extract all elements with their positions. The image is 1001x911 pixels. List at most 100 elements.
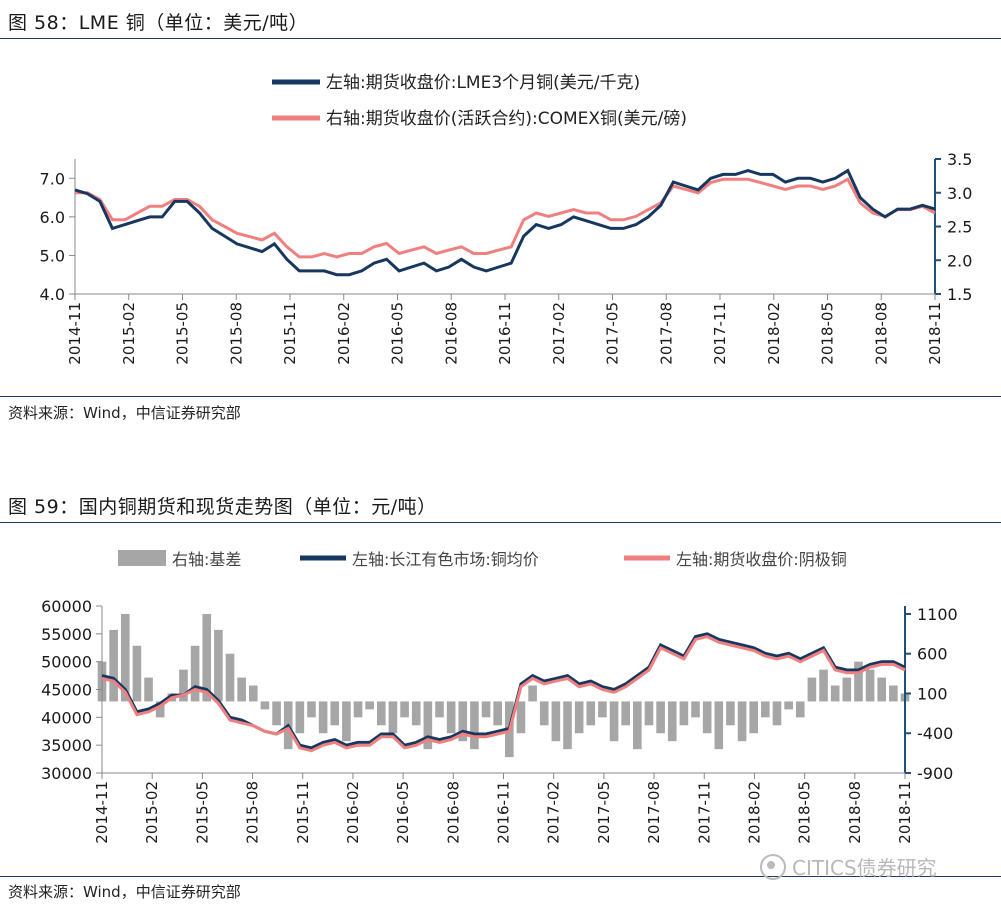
basis-bar bbox=[854, 661, 863, 702]
basis-bar bbox=[458, 701, 468, 742]
y-right-tick-label: 1.5 bbox=[947, 285, 972, 304]
y-right-tick-label: 1100 bbox=[917, 605, 958, 624]
basis-bar bbox=[400, 701, 409, 718]
basis-bar bbox=[260, 701, 270, 710]
y-left-tick-label: 5.0 bbox=[40, 246, 65, 265]
x-tick-label: 2016-11 bbox=[496, 302, 514, 365]
basis-bar bbox=[598, 701, 607, 718]
x-tick-label: 2018-05 bbox=[819, 302, 837, 365]
basis-bar bbox=[691, 701, 700, 718]
basis-bar bbox=[342, 701, 351, 742]
basis-bar bbox=[272, 701, 281, 726]
figure-59-title-rule bbox=[0, 522, 1001, 523]
legend-comex-label: 右轴:期货收盘价(活跃合约):COMEX铜(美元/磅) bbox=[326, 109, 687, 129]
x-tick-label: 2018-02 bbox=[745, 781, 763, 844]
basis-bar bbox=[120, 613, 130, 702]
basis-bar bbox=[807, 677, 817, 702]
basis-bar bbox=[225, 653, 235, 702]
x-tick-label: 2015-11 bbox=[294, 781, 312, 844]
basis-bar bbox=[830, 685, 840, 702]
basis-bar bbox=[819, 669, 828, 702]
legend-spot-label: 左轴:长江有色市场:铜均价 bbox=[352, 550, 539, 569]
basis-bar bbox=[411, 701, 421, 726]
x-tick-label: 2015-08 bbox=[227, 302, 245, 365]
chart1-tick-labels: 4.0 5.0 6.0 7.0 1.5 2.0 2.5 3.0 3.5 2014-11 2015-0… bbox=[40, 150, 973, 365]
x-tick-label: 2016-08 bbox=[444, 781, 462, 844]
y-right-tick-label: 2.5 bbox=[947, 218, 972, 237]
basis-bar bbox=[435, 701, 444, 718]
basis-bar bbox=[551, 701, 561, 742]
basis-bar bbox=[633, 701, 642, 750]
x-tick-label: 2015-02 bbox=[143, 781, 161, 844]
basis-bar bbox=[749, 701, 759, 734]
basis-bar bbox=[144, 677, 153, 702]
basis-bar bbox=[737, 701, 747, 742]
x-tick-label: 2014-11 bbox=[66, 302, 84, 365]
basis-bar bbox=[353, 701, 363, 718]
basis-bar bbox=[761, 701, 770, 718]
basis-bar bbox=[516, 701, 526, 734]
watermark-text: CITICS债券研究 bbox=[792, 856, 937, 880]
basis-bar bbox=[155, 701, 165, 718]
lme-copper-chart: 左轴:期货收盘价:LME3个月铜(美元/千克) 右轴:期货收盘价(活跃合约):C… bbox=[40, 73, 973, 365]
x-tick-label: 2017-11 bbox=[711, 302, 729, 365]
basis-bar bbox=[179, 669, 188, 702]
figure-58-bottom-rule bbox=[0, 396, 1001, 397]
basis-bar bbox=[202, 613, 212, 702]
y-left-tick-label: 7.0 bbox=[40, 169, 65, 188]
x-tick-label: 2018-05 bbox=[796, 781, 814, 844]
y-right-tick-label: -900 bbox=[917, 764, 953, 783]
chart2-tick-labels: 30000 35000 40000 45000 50000 55000 60000 -900 -… bbox=[41, 597, 958, 844]
x-tick-label: 2016-08 bbox=[442, 302, 460, 365]
basis-bar bbox=[702, 701, 712, 734]
chart1-axes bbox=[69, 158, 941, 300]
legend-lme-label: 左轴:期货收盘价:LME3个月铜(美元/千克) bbox=[326, 73, 640, 93]
basis-bar bbox=[318, 701, 328, 734]
basis-bar bbox=[330, 701, 340, 726]
x-tick-label: 2017-05 bbox=[595, 781, 613, 844]
basis-bar bbox=[656, 701, 665, 734]
y-right-tick-label: 2.0 bbox=[947, 251, 972, 270]
x-tick-label: 2014-11 bbox=[93, 781, 111, 844]
chart2-axes bbox=[96, 605, 911, 779]
y-left-tick-label: 40000 bbox=[41, 708, 92, 727]
basis-bar bbox=[563, 701, 572, 750]
basis-bar bbox=[726, 701, 735, 726]
y-left-tick-label: 45000 bbox=[41, 681, 92, 700]
x-tick-label: 2017-05 bbox=[604, 302, 622, 365]
basis-bar bbox=[714, 701, 724, 750]
x-tick-label: 2017-11 bbox=[695, 781, 713, 844]
y-right-tick-label: -400 bbox=[917, 724, 953, 743]
basis-bar bbox=[644, 701, 654, 726]
basis-bar bbox=[842, 677, 852, 702]
series-basis-bars bbox=[97, 613, 910, 758]
x-tick-label: 2017-08 bbox=[645, 781, 663, 844]
x-tick-label: 2018-11 bbox=[896, 781, 914, 844]
x-tick-label: 2015-08 bbox=[244, 781, 262, 844]
y-left-tick-label: 35000 bbox=[41, 736, 92, 755]
basis-bar bbox=[388, 701, 398, 734]
basis-bar bbox=[307, 701, 316, 718]
x-tick-label: 2018-08 bbox=[872, 302, 890, 365]
x-tick-label: 2015-05 bbox=[174, 302, 192, 365]
series-comex-copper-line bbox=[75, 177, 936, 259]
basis-bar bbox=[621, 701, 630, 726]
basis-bar bbox=[795, 701, 805, 718]
basis-bar bbox=[493, 701, 502, 726]
y-left-tick-label: 50000 bbox=[41, 653, 92, 672]
y-left-tick-label: 30000 bbox=[41, 764, 92, 783]
x-tick-label: 2016-05 bbox=[394, 781, 412, 844]
legend-futures-label: 左轴:期货收盘价:阴极铜 bbox=[676, 550, 847, 569]
y-right-tick-label: 3.5 bbox=[947, 150, 972, 169]
series-futures-price-line bbox=[101, 635, 906, 753]
x-tick-label: 2016-05 bbox=[389, 302, 407, 365]
y-right-tick-label: 3.0 bbox=[947, 184, 972, 203]
figure-58-source: 资料来源：Wind，中信证券研究部 bbox=[8, 404, 241, 422]
y-left-tick-label: 55000 bbox=[41, 625, 92, 644]
figure-58-title-rule bbox=[0, 38, 1001, 39]
y-left-tick-label: 4.0 bbox=[40, 285, 65, 304]
series-lme-copper-line bbox=[74, 168, 936, 277]
basis-bar bbox=[528, 685, 537, 702]
y-left-tick-label: 60000 bbox=[41, 597, 92, 616]
domestic-copper-chart: 右轴:基差 左轴:长江有色市场:铜均价 左轴:期货收盘价:阴极铜 30000 35… bbox=[41, 550, 958, 844]
